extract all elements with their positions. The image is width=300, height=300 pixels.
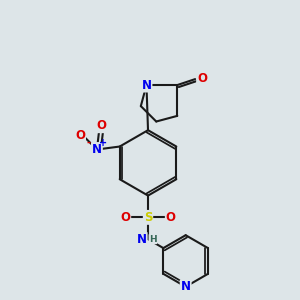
Text: O: O	[120, 211, 130, 224]
Text: N: N	[142, 79, 152, 92]
Text: N: N	[92, 143, 102, 156]
Text: S: S	[144, 211, 152, 224]
Text: O: O	[75, 129, 85, 142]
Text: O: O	[197, 72, 207, 85]
Text: H: H	[149, 235, 157, 244]
Text: N: N	[137, 233, 147, 246]
Text: -: -	[86, 138, 90, 148]
Text: N: N	[181, 280, 191, 293]
Text: +: +	[99, 138, 107, 148]
Text: O: O	[96, 119, 106, 132]
Text: O: O	[166, 211, 176, 224]
